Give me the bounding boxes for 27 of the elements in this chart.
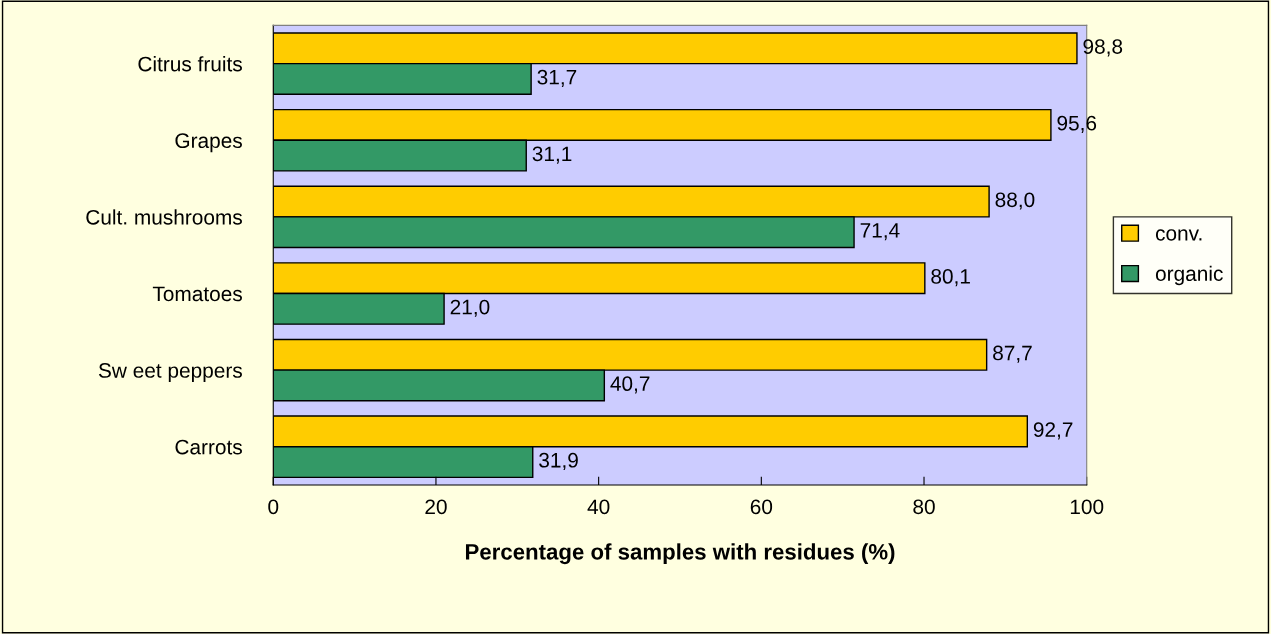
data-label: 31,7 (537, 69, 577, 88)
data-label: 80,1 (931, 269, 970, 287)
data-label: 71,4 (860, 223, 900, 241)
y-tick-label: Grapes (175, 133, 242, 153)
x-tick-label: 20 (425, 499, 447, 515)
data-label: 92,7 (1033, 422, 1073, 440)
y-tick-label: Carrots (175, 439, 242, 455)
data-label: 95,6 (1057, 115, 1097, 133)
y-tick-label: Cult. mushrooms (86, 209, 242, 225)
x-tick-label: 100 (1070, 499, 1104, 515)
x-tick-label: 0 (268, 499, 279, 515)
x-tick-label: 80 (913, 499, 935, 515)
data-label: 87,7 (993, 345, 1032, 363)
legend-label: conv. (1155, 229, 1202, 241)
x-tick-label: 60 (750, 499, 773, 515)
y-tick-label: Sw eet peppers (98, 363, 242, 382)
y-tick-label: Citrus fruits (138, 56, 242, 72)
legend-label: organic (1155, 265, 1223, 286)
data-label: 98,8 (1083, 39, 1123, 57)
data-label: 21,0 (450, 299, 490, 317)
x-tick-label: 40 (587, 499, 610, 515)
y-tick-label: Tomatoes (152, 286, 242, 302)
data-label: 31,1 (532, 146, 572, 164)
data-label: 40,7 (610, 376, 650, 394)
data-label: 31,9 (539, 452, 578, 471)
data-label: 88,0 (995, 192, 1035, 210)
x-axis-title: Percentage of samples with residues (%) (465, 543, 895, 565)
